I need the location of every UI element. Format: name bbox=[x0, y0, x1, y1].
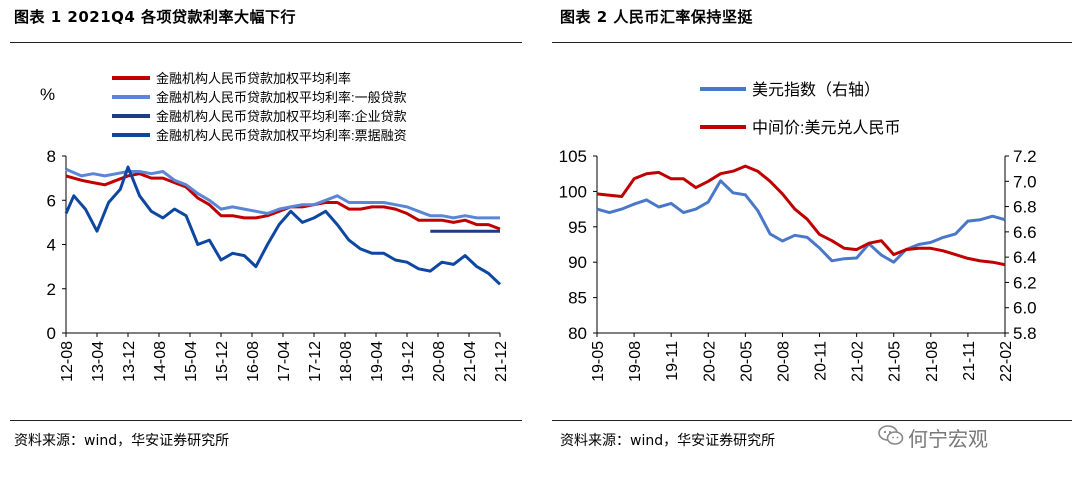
x-tick-label: 14-08 bbox=[152, 341, 169, 382]
series-line-2 bbox=[596, 164, 1006, 267]
x-tick-label: 16-08 bbox=[245, 341, 262, 382]
y-axis-unit: % bbox=[40, 85, 55, 104]
legend-label-1: 金融机构人民币贷款加权平均利率 bbox=[156, 71, 351, 86]
x-tick-label: 20-08 bbox=[775, 341, 792, 382]
series-line-2 bbox=[65, 167, 500, 220]
x-tick-label: 20-05 bbox=[738, 341, 755, 382]
x-tick-label: 22-02 bbox=[998, 341, 1015, 382]
y-tick-label: 0 bbox=[47, 324, 56, 343]
x-tick-label: 13-12 bbox=[121, 341, 138, 382]
x-tick-label: 21-08 bbox=[924, 341, 941, 382]
x-tick-label: 21-05 bbox=[887, 341, 904, 382]
series-line-1 bbox=[596, 179, 1006, 264]
y-right-tick-label: 7.0 bbox=[1013, 172, 1037, 191]
x-tick-label: 21-02 bbox=[850, 341, 867, 382]
y-tick-label: 2 bbox=[47, 280, 56, 299]
y-left-tick-label: 95 bbox=[568, 218, 587, 237]
x-tick-label: 17-12 bbox=[307, 341, 324, 382]
loan-rate-chart: 0 2 4 6 8% 12-08 13-04 13-12 14-08 15-04 15-12 16-0… bbox=[40, 71, 510, 382]
legend-label-1: 美元指数（右轴） bbox=[752, 81, 880, 99]
x-tick-label: 12-08 bbox=[59, 341, 76, 382]
y-right-tick-label: 6.4 bbox=[1013, 248, 1037, 267]
y-left-tick-label: 85 bbox=[568, 289, 587, 308]
y-tick-label: 6 bbox=[47, 191, 56, 210]
x-tick-label: 19-12 bbox=[400, 341, 417, 382]
wechat-icon bbox=[878, 425, 904, 445]
right-source-rule bbox=[552, 420, 1072, 421]
x-tick-label: 18-08 bbox=[338, 341, 355, 382]
y-tick-label: 4 bbox=[47, 236, 56, 255]
y-right-tick-label: 6.0 bbox=[1013, 299, 1037, 318]
y-right-tick-label: 6.2 bbox=[1013, 273, 1037, 292]
left-panel-title: 图表 1 2021Q4 各项贷款利率大幅下行 bbox=[14, 8, 297, 26]
right-title-rule bbox=[552, 42, 1072, 43]
x-tick-label: 19-05 bbox=[590, 341, 607, 382]
x-tick-label: 21-12 bbox=[493, 341, 510, 382]
x-tick-label: 19-11 bbox=[664, 341, 681, 381]
right-panel-title: 图表 2 人民币汇率保持坚挺 bbox=[560, 8, 753, 26]
y-left-tick-label: 100 bbox=[559, 182, 587, 201]
x-tick-label: 13-04 bbox=[90, 341, 107, 382]
y-left-tick-label: 105 bbox=[559, 147, 587, 166]
y-tick-label: 8 bbox=[47, 147, 56, 166]
legend-label-2: 金融机构人民币贷款加权平均利率:一般贷款 bbox=[156, 90, 407, 105]
left-title-rule bbox=[10, 42, 522, 43]
watermark-text: 何宁宏观 bbox=[908, 427, 988, 451]
legend-label-2: 中间价:美元兑人民币 bbox=[752, 119, 900, 137]
x-tick-label: 21-04 bbox=[462, 341, 479, 382]
x-tick-label: 15-04 bbox=[183, 341, 200, 382]
legend-label-3: 金融机构人民币贷款加权平均利率:企业贷款 bbox=[156, 109, 407, 124]
y-left-tick-label: 80 bbox=[568, 324, 587, 343]
x-tick-label: 19-08 bbox=[627, 341, 644, 382]
y-left-tick-label: 90 bbox=[568, 253, 587, 272]
y-right-tick-label: 6.8 bbox=[1013, 198, 1037, 217]
series-line-4 bbox=[64, 165, 502, 286]
x-tick-label: 20-08 bbox=[431, 341, 448, 382]
y-right-tick-label: 5.8 bbox=[1013, 324, 1037, 343]
legend-label-4: 金融机构人民币贷款加权平均利率:票据融资 bbox=[156, 128, 407, 143]
x-tick-label: 19-04 bbox=[369, 341, 386, 382]
fx-rate-chart: 80 85 90 95 100 105 5.8 6.0 6.2 6.4 6.6 6.8 7.0 7.2 19… bbox=[559, 81, 1037, 382]
x-tick-label: 15-12 bbox=[214, 341, 231, 382]
left-source-rule bbox=[10, 420, 522, 421]
y-right-tick-label: 7.2 bbox=[1013, 147, 1037, 166]
left-source-note: 资料来源：wind，华安证券研究所 bbox=[14, 433, 230, 449]
right-source-note: 资料来源：wind，华安证券研究所 bbox=[560, 433, 776, 449]
x-tick-label: 17-04 bbox=[276, 341, 293, 382]
x-tick-label: 20-02 bbox=[701, 341, 718, 382]
y-right-tick-label: 6.6 bbox=[1013, 223, 1037, 242]
x-tick-label: 20-11 bbox=[813, 341, 830, 381]
x-tick-label: 21-11 bbox=[961, 341, 978, 381]
